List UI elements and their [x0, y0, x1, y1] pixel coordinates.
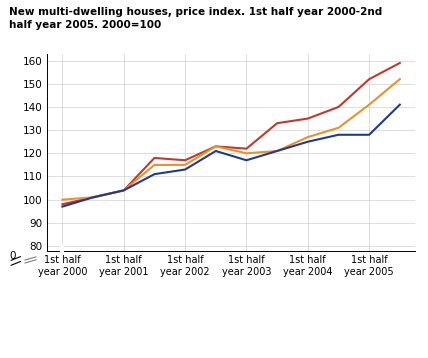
Text: New multi-dwelling houses, price index. 1st half year 2000-2nd
half year 2005. 2: New multi-dwelling houses, price index. …: [9, 7, 382, 30]
Text: 0: 0: [9, 251, 16, 261]
